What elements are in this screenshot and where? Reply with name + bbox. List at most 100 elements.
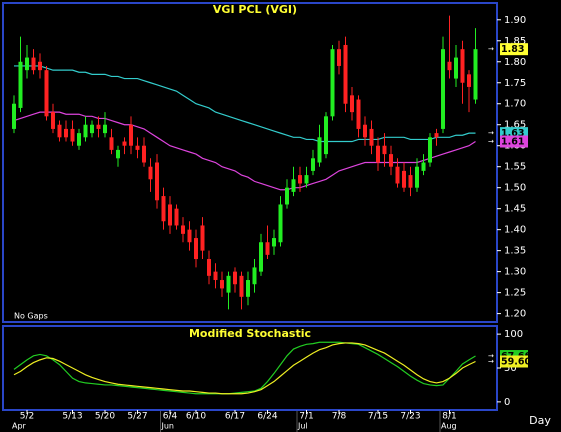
- x-tick-label: 5/20: [95, 412, 115, 422]
- candle-body: [200, 225, 205, 251]
- candle-body: [447, 61, 452, 71]
- candle-body: [441, 49, 445, 129]
- x-tick-label: 6/24: [257, 412, 277, 422]
- month-label: Aug: [441, 422, 457, 431]
- candle-body: [408, 175, 413, 188]
- candle-body: [83, 124, 88, 138]
- line: [13, 341, 476, 395]
- line: [14, 65, 476, 143]
- value-arrow: →: [488, 357, 494, 365]
- x-tick-label: 7/15: [368, 412, 388, 422]
- candle-body: [109, 137, 114, 150]
- y-tick-label: 100: [504, 329, 523, 340]
- y-tick-label: 1.85: [504, 36, 526, 47]
- candle-body: [213, 271, 218, 281]
- y-tick-label: 1.20: [504, 309, 526, 320]
- candle-body: [454, 57, 458, 79]
- value-box: [500, 355, 528, 368]
- x-tick-label: 6/17: [225, 412, 245, 422]
- candle-body: [148, 166, 153, 180]
- candle-body: [233, 271, 237, 285]
- candle-body: [129, 124, 133, 146]
- candle-body: [330, 49, 335, 117]
- candle-body: [363, 124, 367, 138]
- candle-body: [298, 175, 302, 184]
- candle-body: [285, 187, 289, 205]
- value-arrow: →: [488, 138, 494, 146]
- y-tick-label: 1.35: [504, 246, 526, 257]
- candle-body: [291, 179, 296, 192]
- candle-body: [473, 49, 478, 100]
- value-label: 1.83: [501, 44, 524, 55]
- candle-body: [428, 137, 432, 163]
- candle-body: [122, 141, 127, 146]
- value-arrow: →: [488, 352, 494, 360]
- candle-body: [311, 158, 315, 171]
- candle-body: [168, 204, 172, 226]
- candle-body: [155, 162, 159, 201]
- candle-body: [57, 124, 62, 138]
- candle-body: [350, 95, 354, 113]
- candle-body: [207, 259, 211, 276]
- month-label: Jun: [161, 422, 175, 431]
- value-label: 59.60: [501, 356, 531, 367]
- candle-body: [226, 275, 231, 293]
- candle-body: [181, 225, 185, 234]
- candle-body: [174, 208, 179, 226]
- candle-body: [187, 229, 192, 243]
- x-tick-label: 7/1: [299, 412, 313, 422]
- x-tick-label: 5/2: [20, 412, 34, 422]
- x-axis-label: Day: [529, 414, 551, 427]
- candle-body: [467, 74, 471, 87]
- candle-body: [252, 267, 257, 285]
- value-label: 1.61: [501, 137, 524, 148]
- candle-body: [116, 149, 120, 159]
- candle-body: [70, 128, 75, 142]
- candle-body: [304, 175, 309, 184]
- candle-body: [194, 238, 198, 260]
- candle-body: [142, 145, 146, 163]
- value-arrow: →: [488, 129, 494, 137]
- candle-body: [220, 280, 224, 289]
- x-tick-label: 7/8: [332, 412, 347, 422]
- y-tick-label: 1.25: [504, 288, 526, 299]
- candle-body: [246, 280, 250, 297]
- y-tick-label: 1.55: [504, 162, 526, 173]
- candle-body: [324, 116, 328, 155]
- candle-body: [402, 170, 406, 188]
- x-tick-label: 5/13: [62, 412, 82, 422]
- y-tick-label: 1.45: [504, 204, 526, 215]
- chart-title: VGI PCL (VGI): [213, 3, 297, 16]
- candle-body: [460, 49, 465, 83]
- line: [13, 342, 476, 395]
- candle-body: [135, 145, 140, 150]
- y-tick-label: 1.75: [504, 78, 526, 89]
- y-tick-label: 1.70: [504, 99, 526, 110]
- candle-body: [389, 154, 393, 167]
- candle-body: [25, 57, 29, 71]
- candle-body: [415, 166, 419, 188]
- candle-body: [44, 70, 49, 117]
- x-tick-label: 7/23: [400, 412, 420, 422]
- candle-body: [356, 99, 361, 129]
- month-label: Jul: [297, 422, 308, 431]
- value-box: [500, 43, 528, 56]
- candle-body: [64, 128, 68, 138]
- candle-body: [239, 275, 244, 297]
- candle-body: [337, 49, 341, 66]
- x-tick-label: 6/4: [163, 412, 178, 422]
- candle-body: [376, 145, 380, 163]
- candle-body: [343, 44, 348, 104]
- candle-body: [272, 238, 276, 247]
- x-tick-label: 8/1: [442, 412, 456, 422]
- x-tick-label: 6/10: [186, 412, 206, 422]
- candle-body: [369, 128, 374, 146]
- y-tick-label: 1.80: [504, 57, 526, 68]
- candle-body: [265, 242, 270, 255]
- candle-body: [382, 145, 387, 155]
- candle-body: [395, 166, 400, 184]
- candle-body: [77, 133, 81, 146]
- candle-body: [421, 162, 426, 171]
- line: [13, 111, 476, 191]
